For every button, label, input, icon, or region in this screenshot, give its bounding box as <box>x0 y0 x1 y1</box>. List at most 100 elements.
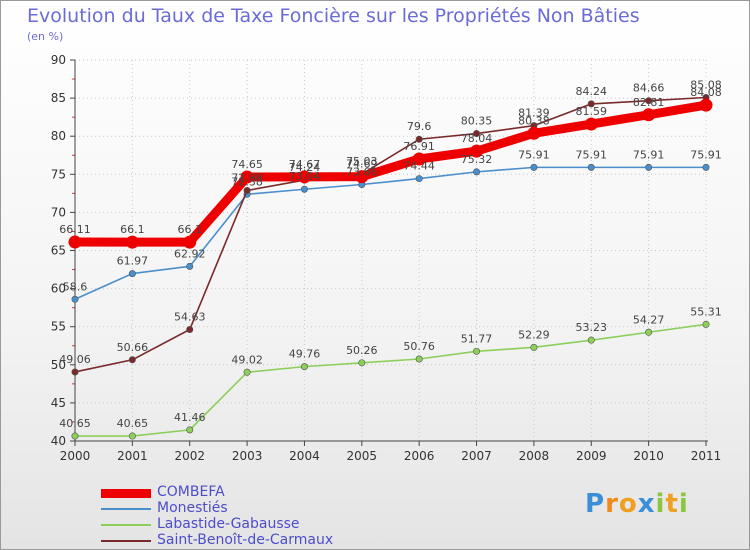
data-point <box>186 426 194 434</box>
x-tick-label: 2002 <box>174 449 205 463</box>
data-label: 74.44 <box>403 160 435 173</box>
data-label: 78.04 <box>461 132 493 145</box>
logo-letter: P <box>585 489 606 519</box>
y-tick-label: 70 <box>51 205 66 219</box>
y-tick-label: 60 <box>51 282 66 296</box>
x-tick-label: 2008 <box>519 449 550 463</box>
data-label: 84.66 <box>633 82 665 95</box>
legend-swatch <box>101 540 151 542</box>
series-line <box>74 100 707 247</box>
data-point <box>183 235 197 249</box>
data-label: 84.24 <box>576 85 608 98</box>
data-label: 75.91 <box>518 148 550 161</box>
data-point <box>530 163 538 171</box>
data-label: 73.04 <box>289 170 321 183</box>
data-point <box>473 130 481 138</box>
data-point <box>186 262 194 270</box>
data-point <box>587 100 595 108</box>
data-point <box>240 170 254 184</box>
data-label: 81.39 <box>518 107 550 120</box>
data-point <box>128 356 136 364</box>
logo-letter: x <box>637 489 656 519</box>
data-label: 55.31 <box>690 305 722 318</box>
data-label: 51.77 <box>461 332 493 345</box>
data-point <box>300 185 308 193</box>
data-point <box>415 135 423 143</box>
data-point <box>128 270 136 278</box>
data-point <box>645 163 653 171</box>
logo-letter: o <box>618 489 638 519</box>
legend-label: Labastide-Gabausse <box>157 516 300 532</box>
data-label: 49.76 <box>289 348 321 361</box>
x-tick-label: 2005 <box>347 449 378 463</box>
data-label: 75.91 <box>633 148 665 161</box>
unit-label: (en %) <box>27 30 64 43</box>
data-point <box>355 170 369 184</box>
data-label: 49.06 <box>59 353 91 366</box>
data-label: 82.81 <box>633 96 665 109</box>
data-point <box>584 117 598 131</box>
data-point <box>358 359 366 367</box>
data-label: 66.1 <box>177 223 202 236</box>
data-label: 61.97 <box>117 255 149 268</box>
y-tick-label: 85 <box>51 91 66 105</box>
data-point <box>702 163 710 171</box>
data-label: 72.38 <box>231 175 263 188</box>
y-tick-label: 55 <box>51 320 66 334</box>
data-point <box>415 355 423 363</box>
y-tick-label: 40 <box>51 434 66 448</box>
data-point <box>470 144 484 158</box>
data-label: 49.02 <box>231 353 263 366</box>
x-tick-label: 2010 <box>633 449 664 463</box>
y-tick-label: 75 <box>51 167 66 181</box>
proxiti-logo: Proxiti <box>585 489 689 519</box>
data-point <box>645 97 653 105</box>
data-label: 75.03 <box>346 155 378 168</box>
data-point <box>68 235 82 249</box>
y-tick-label: 45 <box>51 396 66 410</box>
data-point <box>125 235 139 249</box>
legend-swatch <box>101 524 151 526</box>
data-point <box>587 336 595 344</box>
data-point <box>645 328 653 336</box>
legend-label: Monestiés <box>157 500 228 516</box>
series-line <box>74 96 707 373</box>
data-point <box>186 326 194 334</box>
data-label: 74.24 <box>289 161 321 174</box>
x-tick-label: 2000 <box>60 449 91 463</box>
y-tick-label: 80 <box>51 129 66 143</box>
data-point <box>243 368 251 376</box>
x-tick-label: 2001 <box>117 449 148 463</box>
data-point <box>473 168 481 176</box>
data-label: 50.26 <box>346 344 378 357</box>
data-point <box>300 363 308 371</box>
data-point <box>412 152 426 166</box>
logo-letter: t <box>665 489 679 519</box>
x-tick-label: 2011 <box>691 449 722 463</box>
series-line <box>75 323 707 437</box>
data-point <box>297 170 311 184</box>
data-label: 54.63 <box>174 311 206 324</box>
data-point <box>415 175 423 183</box>
data-label: 41.46 <box>174 411 206 424</box>
y-tick-label: 65 <box>51 244 66 258</box>
data-point <box>243 186 251 194</box>
data-label: 74.67 <box>289 158 321 171</box>
legend-swatch <box>101 508 151 510</box>
logo-letter: i <box>678 489 689 519</box>
data-label: 74.69 <box>346 158 378 171</box>
data-point <box>699 98 713 112</box>
data-point <box>473 347 481 355</box>
y-tick-label: 90 <box>51 53 66 67</box>
data-label: 40.65 <box>117 417 149 430</box>
data-label: 80.35 <box>461 115 493 128</box>
data-point <box>128 432 136 440</box>
data-label: 75.91 <box>690 148 722 161</box>
data-label: 85.08 <box>690 78 722 91</box>
data-point <box>530 343 538 351</box>
data-label: 50.66 <box>117 341 149 354</box>
data-label: 84.08 <box>690 86 722 99</box>
data-label: 66.11 <box>59 223 91 236</box>
